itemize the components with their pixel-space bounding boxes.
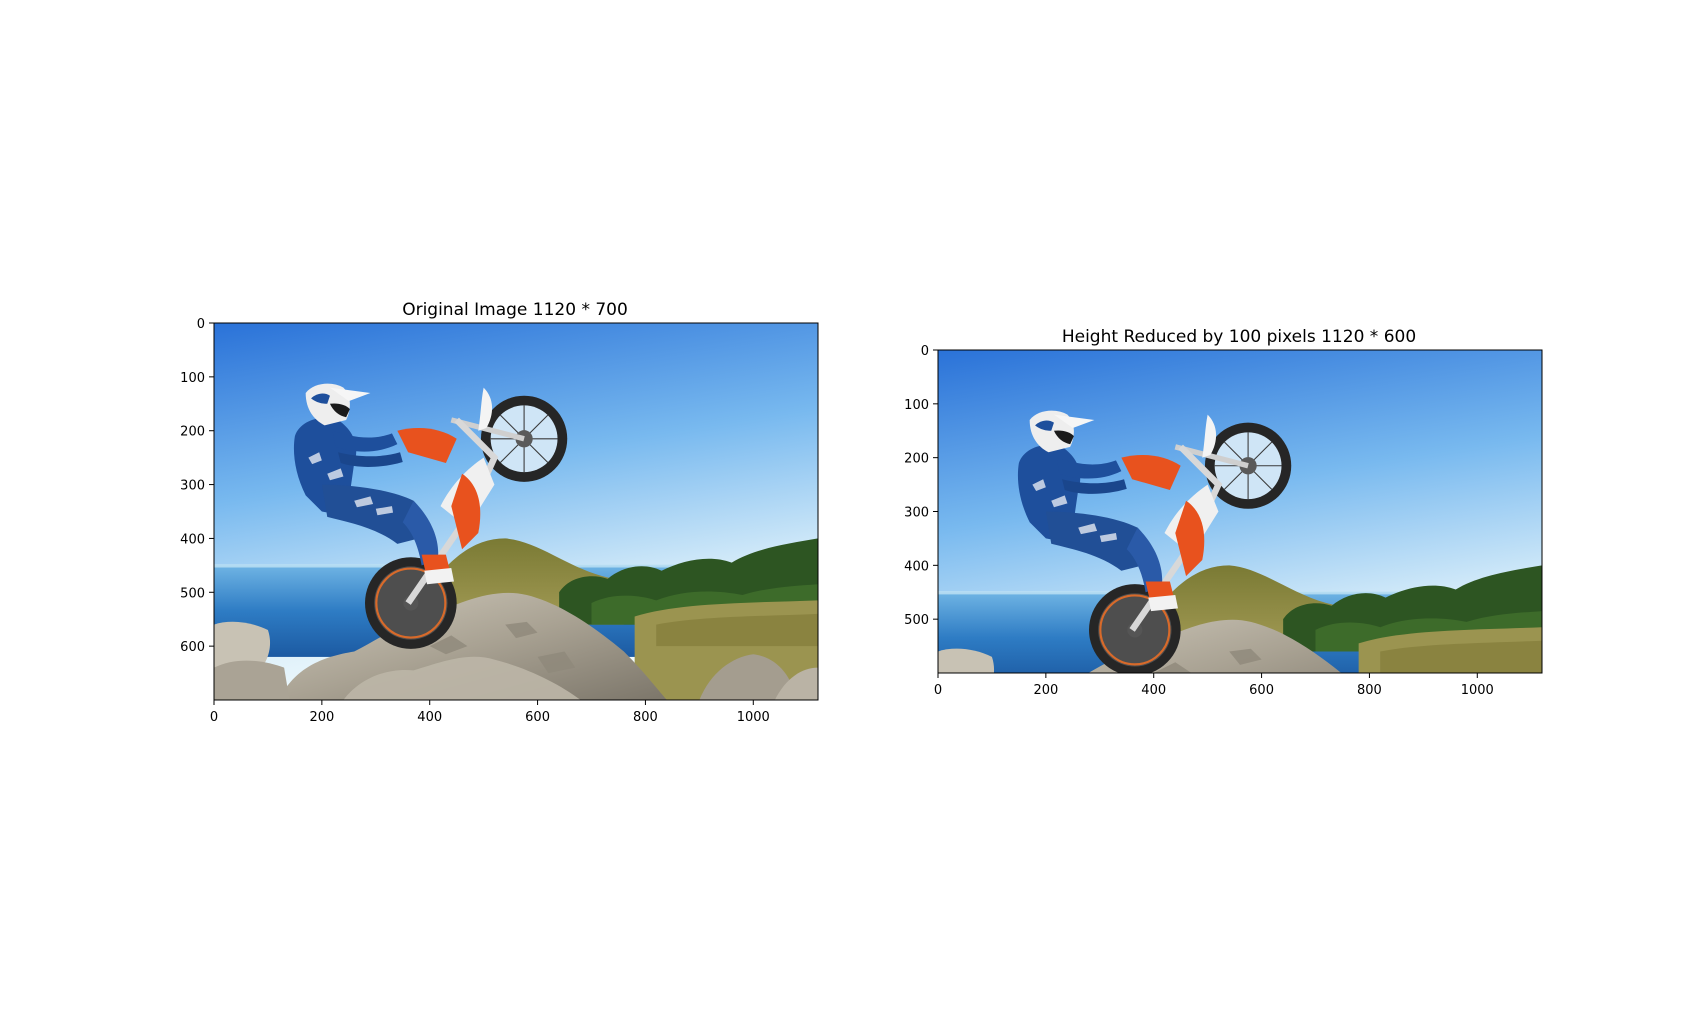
left-y-tick-label: 200 [180,425,205,440]
right-x-tick-label: 400 [1141,683,1166,698]
left-axes-frame [213,322,819,701]
right-y-ticks: 0 100 200 300 400 500 [904,344,938,628]
left-x-tick-label: 400 [417,710,442,725]
right-y-tick-label: 200 [904,452,929,467]
right-image [938,350,1542,727]
left-y-ticks: 0 100 200 300 400 500 600 [180,317,214,655]
left-y-tick-label: 0 [197,317,205,332]
right-x-tick-label: 0 [934,683,942,698]
right-y-tick-label: 400 [904,559,929,574]
right-y-tick-label: 500 [904,613,929,628]
left-y-tick-label: 300 [180,479,205,494]
left-y-tick-label: 500 [180,586,205,601]
left-x-tick-label: 200 [309,710,334,725]
right-x-tick-label: 800 [1357,683,1382,698]
right-y-tick-label: 0 [921,344,929,359]
right-chart-title: Height Reduced by 100 pixels 1120 * 600 [1062,327,1416,347]
right-x-ticks: 0 200 400 600 800 1000 [934,673,1494,698]
left-x-tick-label: 1000 [737,710,770,725]
left-image [214,323,818,700]
left-chart-title: Original Image 1120 * 700 [402,300,628,320]
left-x-tick-label: 0 [210,710,218,725]
left-x-ticks: 0 200 400 600 800 1000 [210,700,770,725]
right-x-tick-label: 200 [1033,683,1058,698]
left-y-tick-label: 100 [180,371,205,386]
left-y-tick-label: 400 [180,532,205,547]
right-x-tick-label: 600 [1249,683,1274,698]
right-y-tick-label: 300 [904,506,929,521]
left-x-tick-label: 600 [525,710,550,725]
left-y-tick-label: 600 [180,640,205,655]
left-axes: Original Image 1120 * 700 0 200 400 600 800 1… [180,300,819,725]
right-axes: Height Reduced by 100 pixels 1120 * 600 … [904,327,1543,727]
right-x-tick-label: 1000 [1461,683,1494,698]
left-x-tick-label: 800 [633,710,658,725]
right-y-tick-label: 100 [904,398,929,413]
